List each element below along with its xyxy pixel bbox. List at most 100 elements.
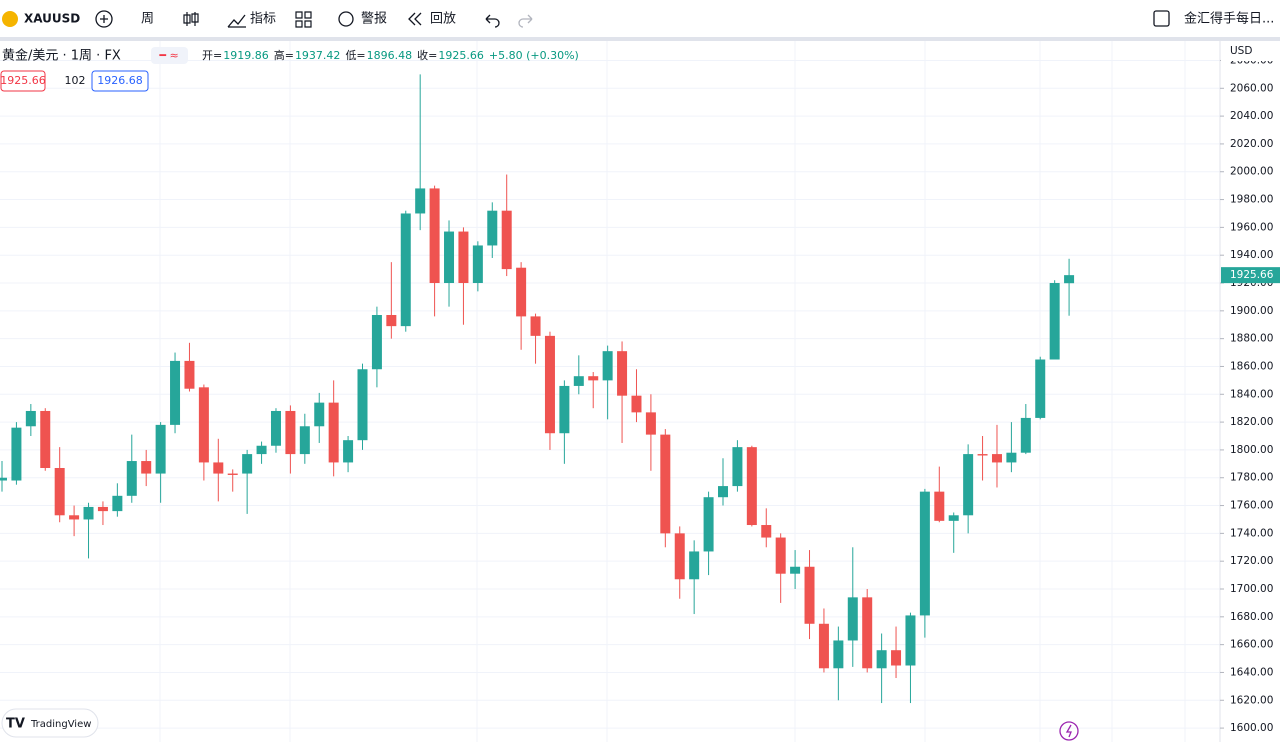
candle-body <box>386 315 397 327</box>
candle-body <box>429 188 440 284</box>
candle-body <box>126 461 137 496</box>
legend-value: 1896.48 <box>367 49 413 62</box>
y-tick-label: 2060.00 <box>1230 82 1273 94</box>
chart-type-icon[interactable] <box>183 12 199 26</box>
y-tick-label: 1980.00 <box>1230 194 1273 206</box>
candle-body <box>530 316 541 336</box>
ohlc-legend: 开= 1919.86 高= 1937.42 低= 1896.48 收= 1925.66 +5.8… <box>202 48 579 62</box>
buy-button[interactable] <box>91 70 149 92</box>
layout-icon[interactable] <box>295 11 312 28</box>
candle-body <box>847 597 858 641</box>
legend-value: 1919.86 <box>223 49 269 62</box>
y-tick-label: 1600.00 <box>1230 722 1273 734</box>
alert-icon <box>338 11 354 27</box>
candle-body <box>732 447 743 487</box>
y-tick-label: 1840.00 <box>1230 388 1273 400</box>
candle-body <box>1006 452 1017 463</box>
candle-body <box>948 515 959 521</box>
pair-title: 黄金/美元 · 1周 · FX <box>2 48 121 64</box>
candle-body <box>645 412 656 435</box>
flash-bolt <box>1065 724 1072 738</box>
candle-body <box>458 231 469 284</box>
brand-logo: 𝗧𝗩 <box>6 717 25 732</box>
undo[interactable] <box>485 14 500 28</box>
add-icon[interactable] <box>95 10 113 28</box>
candle-body <box>242 454 253 474</box>
y-tick-label: 1800.00 <box>1230 444 1273 456</box>
candle-body <box>991 454 1002 463</box>
candle-body <box>40 410 51 468</box>
candle-body <box>155 424 166 474</box>
candle-body <box>501 210 512 270</box>
candle-body <box>285 410 296 455</box>
y-tick-label: 2000.00 <box>1230 166 1273 178</box>
candle-body <box>674 533 685 580</box>
candle-body <box>804 566 815 624</box>
indicators[interactable]: 指标 <box>250 12 276 27</box>
candle-body <box>862 597 873 669</box>
candle-body <box>25 410 36 427</box>
price-axis: 1600.00 1620.00 1640.00 1660.00 1680.00 1700.… <box>1220 54 1280 734</box>
candle-body <box>141 461 152 474</box>
y-tick-label: 1780.00 <box>1230 472 1273 484</box>
candle-body <box>919 491 930 616</box>
y-tick-label: 1820.00 <box>1230 416 1273 428</box>
replay[interactable]: 回放 <box>430 12 456 27</box>
candle-body <box>544 335 555 434</box>
indicator-icon <box>227 14 246 28</box>
y-tick-label: 1880.00 <box>1230 333 1273 345</box>
candle-body <box>703 497 714 552</box>
candle-body <box>256 445 267 455</box>
candle-body <box>54 467 65 516</box>
y-tick-label: 1620.00 <box>1230 694 1273 706</box>
candle-body <box>400 213 411 327</box>
brand-badge[interactable] <box>1 708 99 738</box>
candle-body <box>0 477 7 481</box>
candle-body <box>660 434 671 534</box>
y-tick-label: 1900.00 <box>1230 305 1273 317</box>
candle-body <box>314 402 325 427</box>
candle-body <box>559 385 570 434</box>
currency[interactable]: USD <box>1230 45 1252 57</box>
candle-body <box>69 515 80 520</box>
grid <box>0 41 1220 742</box>
candle-body <box>790 566 801 574</box>
candle-body <box>198 387 209 463</box>
candle-body <box>83 506 94 520</box>
spread: 102 <box>65 74 86 87</box>
last-price: 1925.66 <box>1230 269 1274 281</box>
visibility-toggle[interactable] <box>151 47 188 64</box>
candle-body <box>270 410 281 446</box>
alert[interactable]: 警报 <box>361 11 387 27</box>
legend-label: 开= <box>202 49 222 62</box>
brand: TradingView <box>30 719 91 730</box>
toggle-icon: ━ ≈ <box>158 49 178 62</box>
candle-body <box>184 360 195 389</box>
interval[interactable]: 周 <box>141 12 154 27</box>
candle-body <box>112 495 123 512</box>
layout-title[interactable]: 金汇得手每日... <box>1184 11 1274 27</box>
candle-body <box>891 650 902 666</box>
redo[interactable] <box>518 14 533 28</box>
candle-body <box>1049 283 1060 360</box>
toolbar-border <box>0 37 1280 41</box>
candle-body <box>213 462 224 474</box>
candle-body <box>97 506 108 512</box>
flash-icon[interactable] <box>1059 721 1079 741</box>
legend-value: 1937.42 <box>295 49 341 62</box>
candle-body <box>876 650 887 669</box>
candle-body <box>833 640 844 669</box>
candle-body <box>444 231 455 284</box>
candle-body <box>689 551 700 580</box>
y-tick-label: 1960.00 <box>1230 221 1273 233</box>
y-tick-label: 1720.00 <box>1230 555 1273 567</box>
candle-body <box>573 376 584 386</box>
sell-button[interactable] <box>0 70 46 92</box>
candle-body <box>746 447 757 526</box>
symbol[interactable]: XAUUSD <box>24 12 80 26</box>
symbol-icon <box>2 11 18 27</box>
checkbox[interactable] <box>1153 10 1170 27</box>
y-tick-label: 2020.00 <box>1230 138 1273 150</box>
candle-body <box>343 440 354 463</box>
